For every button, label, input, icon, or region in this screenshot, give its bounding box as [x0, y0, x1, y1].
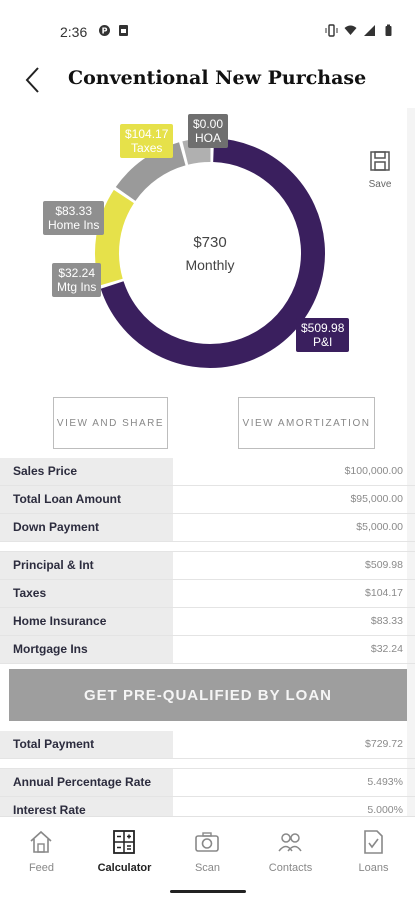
table-row: Down Payment $5,000.00 — [0, 514, 415, 542]
row-value: $83.33 — [370, 615, 403, 627]
donut-chart — [95, 138, 325, 368]
table-row: Home Insurance $83.33 — [0, 608, 415, 636]
pi-name: P&I — [313, 335, 333, 349]
donut-segment-taxes — [95, 189, 135, 286]
save-label: Save — [368, 179, 392, 190]
nav-label-calculator: Calculator — [97, 862, 152, 874]
scroll-track — [407, 108, 415, 816]
chart-label-hoa: $0.00 HOA — [188, 114, 229, 148]
mtg-ins-name: Mtg Ins — [57, 280, 97, 294]
chart-label-mtg-ins: $32.24 Mtg Ins — [52, 263, 102, 297]
chart-label-pi: $509.98 P&I — [296, 318, 350, 352]
nav-item-loans[interactable]: Loans — [332, 817, 415, 887]
row-value: $100,000.00 — [344, 465, 403, 477]
loan-summary-table: Sales Price $100,000.00 Total Loan Amoun… — [0, 458, 415, 664]
taxes-name: Taxes — [131, 141, 163, 155]
status-left-icons: P — [98, 24, 130, 37]
donut-segment-pi — [100, 138, 325, 368]
app-header: Conventional New Purchase — [0, 52, 415, 108]
nav-label-feed: Feed — [28, 862, 55, 874]
row-label: Annual Percentage Rate — [13, 775, 152, 789]
page-title: Conventional New Purchase — [68, 67, 367, 89]
donut-segment-mtg-ins — [182, 138, 211, 165]
view-amortization-button[interactable]: VIEW AMORTIZATION — [238, 397, 375, 449]
row-value: $5,000.00 — [356, 521, 403, 533]
row-label: Down Payment — [13, 520, 100, 534]
camera-icon — [195, 832, 219, 852]
row-value: $509.98 — [365, 559, 403, 571]
table-row: Taxes $104.17 — [0, 580, 415, 608]
hoa-amount: $0.00 — [193, 117, 224, 131]
row-label: Principal & Int — [13, 558, 94, 572]
nav-item-calculator[interactable]: Calculator — [83, 817, 166, 887]
get-pre-qualified-button[interactable]: GET PRE-QUALIFIED BY LOAN — [9, 669, 407, 721]
row-value: 5.000% — [367, 804, 403, 816]
status-right-icons — [325, 24, 395, 37]
table-row: Mortgage Ins $32.24 — [0, 636, 415, 664]
row-value: $32.24 — [370, 643, 403, 655]
row-label: Mortgage Ins — [13, 642, 88, 656]
row-label: Interest Rate — [13, 803, 86, 817]
chart-label-taxes: $104.17 Taxes — [120, 124, 174, 158]
vibrate-icon — [325, 24, 338, 37]
battery-icon — [385, 24, 392, 36]
signal-icon — [364, 25, 375, 36]
taxes-amount: $104.17 — [125, 127, 169, 141]
nav-item-feed[interactable]: Feed — [0, 817, 83, 887]
row-label: Total Loan Amount — [13, 492, 121, 506]
home-ins-amount: $83.33 — [55, 204, 93, 218]
table-row: Total Loan Amount $95,000.00 — [0, 486, 415, 514]
bottom-nav: Feed Calculator Scan Contacts Loans — [0, 816, 415, 901]
notification-icon: P — [99, 25, 110, 36]
table-row: Annual Percentage Rate 5.493% — [0, 769, 415, 797]
home-ins-name: Home Ins — [48, 218, 100, 232]
chart-label-home-ins: $83.33 Home Ins — [43, 201, 105, 235]
pi-amount: $509.98 — [301, 321, 345, 335]
nav-item-contacts[interactable]: Contacts — [249, 817, 332, 887]
wifi-icon — [344, 25, 357, 35]
payment-total-table: Total Payment $729.72 Annual Percentage … — [0, 731, 415, 825]
document-icon — [364, 830, 383, 854]
donut-segment-home-ins — [115, 142, 186, 202]
sim-icon — [119, 25, 128, 36]
chart-center-label: Monthly — [185, 257, 235, 273]
contacts-icon — [278, 833, 302, 852]
payment-chart: $730 Monthly $104.17 Taxes $0.00 HOA $83… — [0, 108, 415, 388]
row-label: Taxes — [13, 586, 47, 600]
row-value: $95,000.00 — [350, 493, 403, 505]
view-and-share-button[interactable]: VIEW AND SHARE — [53, 397, 168, 449]
nav-label-loans: Loans — [358, 862, 389, 874]
status-time: 2:36 — [60, 24, 88, 40]
mtg-ins-amount: $32.24 — [58, 266, 96, 280]
calculator-icon — [113, 830, 135, 854]
row-label: Sales Price — [13, 464, 78, 478]
row-label: Total Payment — [13, 737, 95, 751]
save-icon — [370, 151, 390, 171]
table-row: Principal & Int $509.98 — [0, 552, 415, 580]
nav-label-scan: Scan — [194, 862, 221, 874]
chart-center-amount: $730 — [193, 234, 227, 251]
row-label: Home Insurance — [13, 614, 107, 628]
save-button[interactable]: Save — [365, 150, 395, 190]
home-indicator — [170, 890, 246, 893]
row-value: $104.17 — [365, 587, 403, 599]
home-icon — [30, 830, 52, 853]
row-value: $729.72 — [365, 738, 403, 750]
svg-text:P: P — [102, 27, 108, 36]
status-bar: 2:36 P — [0, 0, 415, 52]
nav-item-scan[interactable]: Scan — [166, 817, 249, 887]
row-value: 5.493% — [367, 776, 403, 788]
table-row: Total Payment $729.72 — [0, 731, 415, 759]
nav-label-contacts: Contacts — [268, 862, 313, 874]
hoa-name: HOA — [195, 131, 222, 145]
table-row: Sales Price $100,000.00 — [0, 458, 415, 486]
back-arrow-icon[interactable] — [20, 62, 48, 98]
